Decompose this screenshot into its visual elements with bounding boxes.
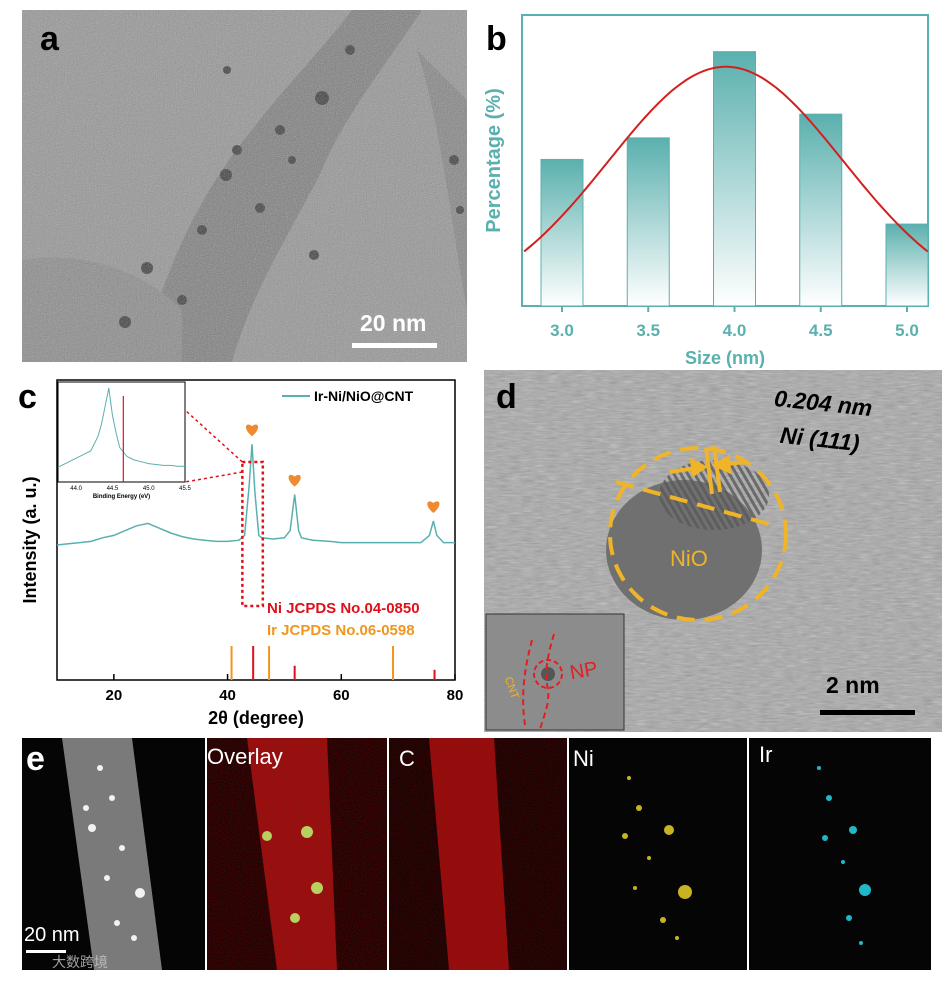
peak-marker-heart bbox=[245, 424, 259, 437]
xrd-chart: 20 40 60 80 Ir-Ni/NiO@CNT Ni JCPDS No.04-0850… bbox=[20, 379, 464, 728]
panel-e-eds-haadf: e 20 nm 大数跨境 bbox=[22, 738, 205, 970]
x-tick-label: 3.0 bbox=[550, 321, 574, 340]
panel-label: c bbox=[18, 378, 37, 416]
x-tick-label: 4.5 bbox=[809, 321, 833, 340]
hrtem-image bbox=[484, 370, 942, 732]
panel-c-xrd: 20 40 60 80 Ir-Ni/NiO@CNT Ni JCPDS No.04-0850… bbox=[0, 372, 470, 734]
x-tick-label: 5.0 bbox=[895, 321, 919, 340]
peak-highlight-box bbox=[241, 460, 265, 608]
eds-map-ir: Ir bbox=[749, 738, 931, 970]
histogram-bar bbox=[799, 113, 843, 307]
lattice-fringes bbox=[659, 460, 769, 530]
inset-x-axis-label: Binding Energy (eV) bbox=[93, 494, 150, 500]
scale-bar-label: 20 nm bbox=[360, 310, 427, 336]
scale-bar bbox=[352, 343, 437, 348]
peak-marker-heart bbox=[288, 474, 301, 487]
histogram-bar bbox=[713, 51, 756, 307]
map-label: Ir bbox=[759, 742, 773, 767]
y-axis-label: Percentage (%) bbox=[483, 88, 505, 233]
x-tick-label: 4.0 bbox=[723, 321, 747, 340]
gaussian-fit-curve bbox=[523, 65, 929, 253]
inset-x-tick-label: 44.5 bbox=[107, 486, 119, 492]
x-tick-label: 80 bbox=[447, 687, 464, 704]
legend-label: Ir-Ni/NiO@CNT bbox=[314, 388, 414, 404]
plot-frame bbox=[56, 379, 456, 681]
zoom-connector bbox=[184, 409, 243, 463]
panel-b-histogram: 3.0 3.5 4.0 4.5 5.0 Size (nm) Percentage (%) b bbox=[470, 10, 948, 370]
panel-label: d bbox=[496, 378, 517, 416]
haadf-image bbox=[62, 738, 162, 970]
eds-map-c: C bbox=[389, 738, 567, 970]
nio-region-label: NiO bbox=[670, 546, 708, 571]
eds-map-ni: Ni bbox=[569, 738, 747, 970]
inset-image bbox=[485, 613, 625, 731]
map-label: Overlay bbox=[207, 744, 283, 769]
x-axis-label: 2θ (degree) bbox=[208, 708, 304, 728]
size-distribution-chart: 3.0 3.5 4.0 4.5 5.0 Size (nm) Percentage (%) bbox=[483, 14, 929, 368]
panel-a-tem-image: a 20 nm bbox=[22, 10, 467, 362]
panel-label: e bbox=[26, 740, 45, 778]
reference-pattern-label: Ni JCPDS No.04-0850 bbox=[267, 600, 420, 617]
watermark: 大数跨境 bbox=[52, 954, 108, 970]
scale-bar-label: 2 nm bbox=[826, 672, 880, 698]
scale-bar bbox=[820, 710, 915, 715]
eds-map-overlay: Overlay bbox=[207, 738, 387, 970]
panel-label: b bbox=[486, 20, 507, 58]
lattice-arrows bbox=[669, 445, 749, 495]
x-tick-label: 60 bbox=[333, 687, 350, 704]
panel-d-hrtem-image: d 0.204 nm Ni (111) NiO 2 nm NP CNT bbox=[484, 370, 942, 732]
inset-x-tick-label: 44.0 bbox=[70, 486, 82, 492]
map-label: C bbox=[399, 746, 415, 771]
reference-pattern-label: Ir JCPDS No.06-0598 bbox=[267, 622, 415, 639]
inset-x-tick-label: 45.0 bbox=[143, 486, 155, 492]
x-tick-label: 20 bbox=[106, 687, 123, 704]
histogram-bar bbox=[885, 223, 929, 307]
panel-label: a bbox=[40, 20, 59, 58]
inset-np-label: NP bbox=[568, 657, 600, 685]
particle-outline bbox=[608, 446, 788, 622]
x-tick-label: 3.5 bbox=[636, 321, 660, 340]
peak-marker-heart bbox=[427, 501, 440, 513]
x-tick-label: 40 bbox=[219, 687, 236, 704]
x-axis-label: Size (nm) bbox=[685, 348, 765, 368]
xrd-series-line bbox=[56, 444, 455, 546]
map-label: Ni bbox=[573, 746, 594, 771]
histogram-bar bbox=[626, 137, 670, 307]
inset-x-tick-label: 45.5 bbox=[179, 486, 191, 492]
zoom-connector bbox=[184, 471, 243, 483]
tem-image-a bbox=[22, 10, 467, 362]
y-axis-label: Intensity (a. u.) bbox=[20, 476, 40, 603]
inset-frame bbox=[57, 381, 186, 483]
scale-bar-label: 20 nm bbox=[24, 924, 80, 946]
inset-series-line bbox=[57, 387, 185, 468]
scale-bar bbox=[26, 950, 66, 953]
histogram-bar bbox=[540, 158, 584, 307]
